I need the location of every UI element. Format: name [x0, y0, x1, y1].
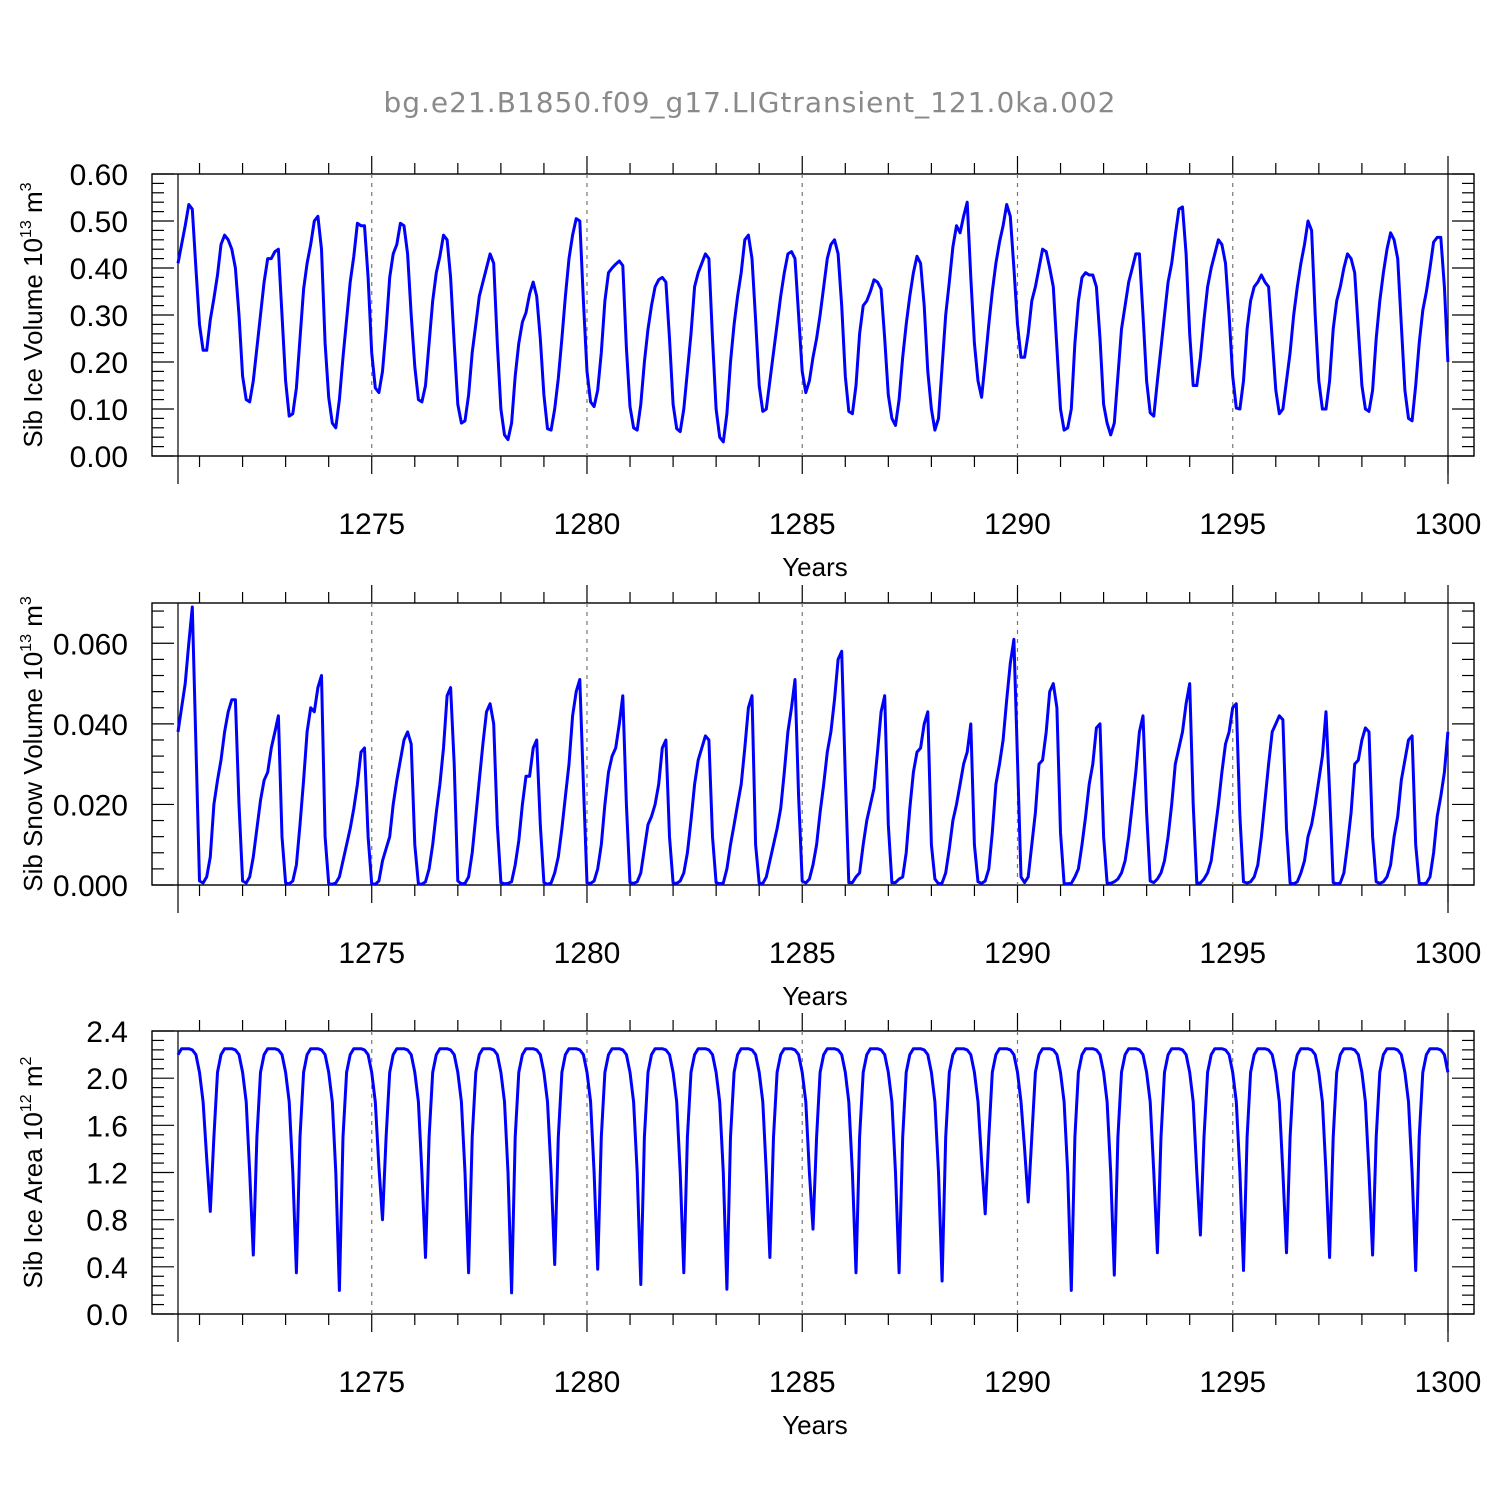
x-tick-label: 1280: [554, 508, 621, 541]
y-axis-label: Sib Snow Volume 1013 m3: [18, 596, 48, 892]
y-axis-label: Sib Ice Volume 1013 m3: [18, 182, 48, 447]
x-tick-label: 1295: [1199, 937, 1266, 970]
y-tick-label: 0.040: [53, 709, 128, 742]
x-axis-label: Years: [782, 552, 848, 582]
x-axis-label: Years: [782, 1410, 848, 1440]
x-tick-label: 1300: [1415, 937, 1482, 970]
y-tick-label: 0.10: [70, 394, 128, 427]
plot-frame: [151, 602, 1475, 886]
x-tick-label: 1300: [1415, 1366, 1482, 1399]
x-tick-label: 1285: [769, 937, 836, 970]
panel-3: 1275 1280 1285 1290 1295 1300 Years 0.0 0.4 0.8 1.…: [18, 1013, 1481, 1440]
y-tick-label: 2.0: [86, 1063, 128, 1096]
y-tick-label: 0.060: [53, 628, 128, 661]
y-tick-label: 2.4: [86, 1016, 128, 1049]
x-tick-label: 1300: [1415, 508, 1482, 541]
x-tick-label: 1290: [984, 937, 1051, 970]
y-tick-label: 0.4: [86, 1252, 128, 1285]
x-tick-label: 1290: [984, 508, 1051, 541]
x-tick-label: 1295: [1199, 1366, 1266, 1399]
panel-2: 1275 1280 1285 1290 1295 1300 Years 0.000 0.020 0…: [18, 585, 1481, 1011]
plot-frame: [151, 173, 1475, 457]
figure-title: bg.e21.B1850.f09_g17.LIGtransient_121.0k…: [383, 86, 1116, 119]
y-tick-label: 0.8: [86, 1205, 128, 1238]
x-tick-label: 1275: [338, 1366, 405, 1399]
x-tick-label: 1285: [769, 1366, 836, 1399]
x-tick-label: 1295: [1199, 508, 1266, 541]
y-tick-label: 0.000: [53, 870, 128, 903]
x-tick-label: 1290: [984, 1366, 1051, 1399]
y-tick-label: 1.2: [86, 1158, 128, 1191]
x-tick-label: 1275: [338, 508, 405, 541]
series-line: [176, 1047, 1450, 1295]
series-line: [176, 605, 1450, 886]
y-axis-label: Sib Ice Area 1012 m2: [18, 1056, 48, 1288]
x-tick-label: 1280: [554, 937, 621, 970]
y-tick-label: 0.20: [70, 347, 128, 380]
y-tick-label: 0.020: [53, 789, 128, 822]
y-tick-label: 0.30: [70, 300, 128, 333]
x-tick-label: 1275: [338, 937, 405, 970]
y-tick-label: 0.0: [86, 1299, 128, 1332]
y-tick-label: 0.50: [70, 206, 128, 239]
y-tick-label: 0.00: [70, 441, 128, 474]
x-tick-label: 1285: [769, 508, 836, 541]
y-tick-label: 1.6: [86, 1110, 128, 1143]
y-tick-label: 0.40: [70, 253, 128, 286]
x-axis-label: Years: [782, 981, 848, 1011]
series-line: [176, 200, 1450, 444]
chart-panels: 1275 1280 1285 1290 1295 1300 Years 0.00 0.10 0.2…: [18, 156, 1481, 1440]
panel-1: 1275 1280 1285 1290 1295 1300 Years 0.00 0.10 0.2…: [18, 156, 1481, 582]
x-tick-label: 1280: [554, 1366, 621, 1399]
y-tick-label: 0.60: [70, 159, 128, 192]
